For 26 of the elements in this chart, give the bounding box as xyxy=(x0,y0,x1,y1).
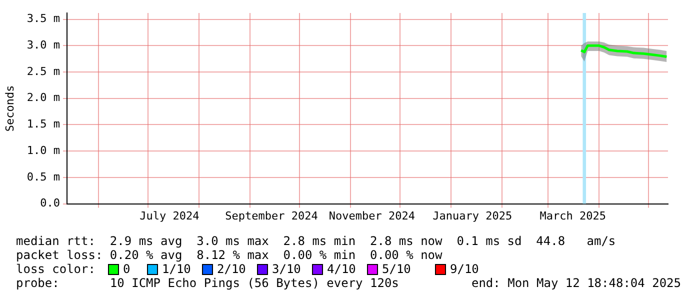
x-tick-label: March 2025 xyxy=(540,209,606,222)
y-tick-label: 3.0 m xyxy=(26,38,60,52)
x-tick-label: January 2025 xyxy=(432,209,512,222)
y-tick-label: 2.5 m xyxy=(26,64,60,78)
y-tick-label: 3.5 m xyxy=(26,12,60,26)
x-tick-label: November 2024 xyxy=(328,209,416,222)
text: loss color: xyxy=(16,262,96,276)
y-tick-label: 1.0 m xyxy=(26,144,60,157)
y-axis-title: Seconds xyxy=(3,85,16,132)
text: 4/10 xyxy=(327,262,356,276)
y-tick-label: 1.5 m xyxy=(26,118,60,131)
text: 5/10 xyxy=(382,262,411,276)
text: 9/10 xyxy=(450,262,479,276)
text: probe: 10 ICMP Echo Pings (56 Bytes) every 120s xyxy=(16,276,399,290)
text: end: Mon May 12 18:48:04 2025 xyxy=(471,276,681,290)
text: packet loss: 0.20 % avg 8.12 % max 0.00 % min 0.00 % now xyxy=(16,248,442,262)
text: 2/10 xyxy=(217,262,246,276)
text: median rtt: 2.9 ms avg 3.0 ms max 2.8 ms min 2.8 ms now 0.1 ms sd 44.8 am/s xyxy=(16,234,616,248)
x-tick-label: September 2024 xyxy=(225,209,318,222)
y-tick-label: 0.5 m xyxy=(26,170,60,184)
text: 3/10 xyxy=(272,262,301,276)
text: 1/10 xyxy=(162,262,191,276)
text: 0 xyxy=(123,262,130,276)
y-tick-label: 0.0 xyxy=(40,196,60,210)
x-tick-label: July 2024 xyxy=(140,209,200,222)
y-tick-label: 2.0 m xyxy=(26,91,60,104)
